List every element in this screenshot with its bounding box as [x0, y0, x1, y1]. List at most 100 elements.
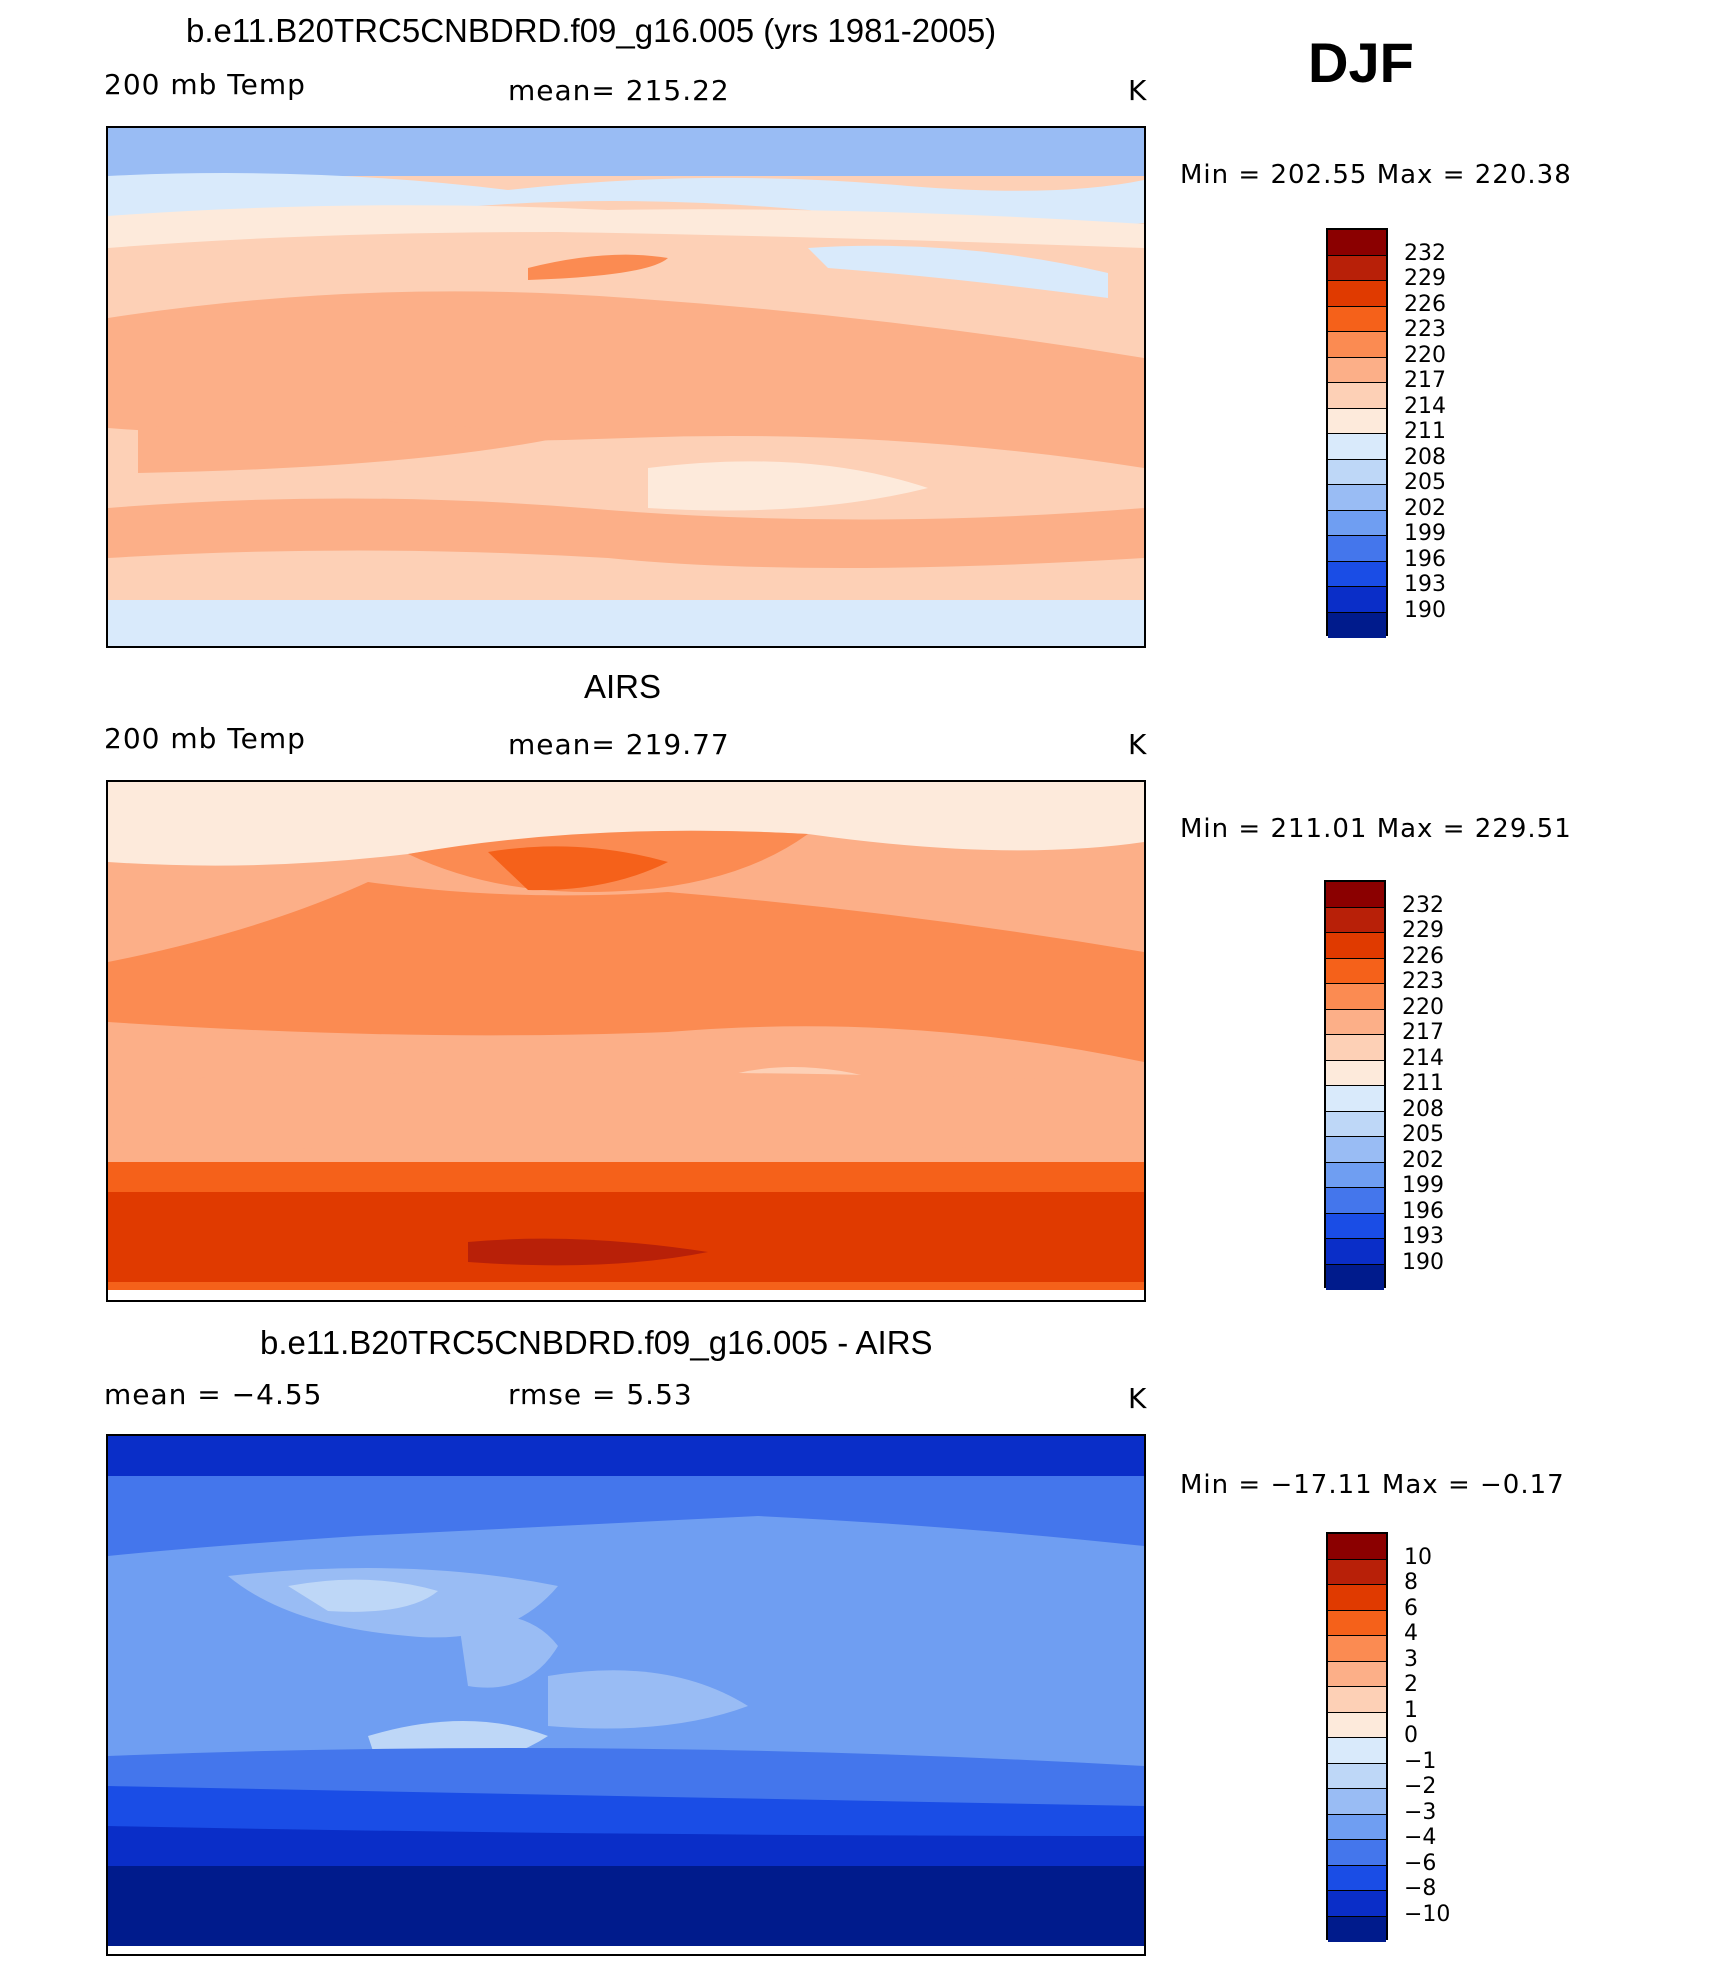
colorbar-swatch [1326, 1213, 1384, 1239]
colorbar-swatch [1326, 1035, 1384, 1061]
colorbar-tick-label: 217 [1402, 1020, 1444, 1045]
season-label: DJF [1308, 31, 1414, 94]
colorbar-tick-label: 211 [1402, 1071, 1444, 1096]
colorbar-swatch [1326, 958, 1384, 984]
panel-1-colorbar-boxes [1326, 228, 1388, 638]
colorbar-tick-label: 205 [1402, 1122, 1444, 1147]
colorbar-swatch [1328, 1661, 1386, 1687]
colorbar-tick-label: 223 [1402, 969, 1444, 994]
colorbar-tick-label: 220 [1404, 342, 1446, 368]
colorbar-tick-label: 199 [1404, 521, 1446, 546]
colorbar-swatch [1326, 1060, 1384, 1086]
colorbar-swatch [1328, 1610, 1386, 1636]
colorbar-swatch [1328, 1814, 1386, 1840]
colorbar-tick-label: 6 [1404, 1595, 1418, 1621]
colorbar-tick-label: 229 [1404, 266, 1446, 291]
panel-2-minmax: Min = 211.01 Max = 229.51 [1180, 814, 1572, 844]
colorbar-swatch [1328, 357, 1386, 383]
colorbar-tick-label: 196 [1404, 546, 1446, 572]
colorbar-tick-label: 202 [1404, 495, 1446, 521]
colorbar-swatch [1328, 510, 1386, 536]
panel-3-mean-label: mean = −4.55 [104, 1378, 323, 1411]
panel-3-rmse-label: rmse = 5.53 [508, 1378, 693, 1411]
colorbar-tick-label: 8 [1404, 1570, 1418, 1595]
colorbar-tick-label: 232 [1402, 892, 1444, 918]
colorbar-swatch [1326, 1137, 1384, 1163]
colorbar-tick-label: 1 [1404, 1697, 1418, 1723]
colorbar-swatch [1328, 1738, 1386, 1764]
colorbar-tick-label: −3 [1404, 1799, 1437, 1825]
colorbar-tick-label: 223 [1404, 317, 1446, 342]
colorbar-swatch [1326, 1239, 1384, 1265]
panel-3-map-fields [108, 1436, 1144, 1954]
colorbar-swatch [1326, 1264, 1384, 1290]
colorbar-tick-label: −8 [1404, 1876, 1437, 1901]
colorbar-swatch [1328, 306, 1386, 332]
colorbar-swatch [1328, 383, 1386, 409]
colorbar-swatch [1328, 255, 1386, 281]
colorbar-tick-label: 205 [1404, 470, 1446, 495]
colorbar-swatch [1326, 984, 1384, 1010]
panel-2-title: AIRS [584, 668, 662, 705]
colorbar-tick-label: 4 [1404, 1621, 1418, 1646]
colorbar-swatch [1326, 907, 1384, 933]
colorbar-swatch [1326, 1009, 1384, 1035]
colorbar-tick-label: 190 [1402, 1249, 1444, 1275]
colorbar-swatch [1326, 882, 1384, 908]
colorbar-tick-label: 0 [1404, 1723, 1418, 1748]
colorbar-tick-label: 211 [1404, 419, 1446, 444]
colorbar-tick-label: 196 [1402, 1198, 1444, 1224]
panel-2-map [106, 780, 1146, 1302]
colorbar-tick-label: 214 [1404, 393, 1446, 419]
panel-2-mean-label: mean= 219.77 [508, 728, 730, 761]
colorbar-swatch [1326, 1188, 1384, 1214]
colorbar-swatch [1328, 1687, 1386, 1713]
colorbar-tick-label: 208 [1404, 444, 1446, 470]
colorbar-swatch [1328, 485, 1386, 511]
colorbar-tick-label: −4 [1404, 1825, 1437, 1850]
panel-1-map-fields [108, 128, 1144, 646]
panel-2-map-fields [108, 782, 1144, 1300]
panel-3-colorbar-boxes [1326, 1532, 1388, 1942]
colorbar-swatch [1326, 1086, 1384, 1112]
colorbar-swatch [1328, 230, 1386, 256]
colorbar-tick-label: 193 [1404, 572, 1446, 597]
panel-1-mean-label: mean= 215.22 [508, 74, 730, 107]
panel-3-title: b.e11.B20TRC5CNBDRD.f09_g16.005 - AIRS [260, 1324, 933, 1361]
colorbar-swatch [1328, 587, 1386, 613]
colorbar-swatch [1328, 459, 1386, 485]
colorbar-swatch [1328, 1559, 1386, 1585]
colorbar-tick-label: −6 [1404, 1850, 1437, 1876]
colorbar-tick-label: 3 [1404, 1646, 1418, 1672]
panel-1-variable-label: 200 mb Temp [104, 68, 306, 101]
colorbar-swatch [1328, 1712, 1386, 1738]
colorbar-swatch [1328, 1534, 1386, 1560]
colorbar-tick-label: 190 [1404, 597, 1446, 623]
colorbar-tick-label: 199 [1402, 1173, 1444, 1198]
colorbar-swatch [1328, 281, 1386, 307]
panel-3-map [106, 1434, 1146, 1956]
colorbar-tick-label: 2 [1404, 1672, 1418, 1697]
colorbar-tick-label: −1 [1404, 1748, 1437, 1774]
colorbar-swatch [1328, 1636, 1386, 1662]
colorbar-swatch [1328, 1789, 1386, 1815]
panel-3-minmax: Min = −17.11 Max = −0.17 [1180, 1470, 1565, 1500]
colorbar-tick-label: −10 [1404, 1901, 1451, 1927]
colorbar-swatch [1328, 1916, 1386, 1942]
colorbar-tick-label: 193 [1402, 1224, 1444, 1249]
colorbar-swatch [1328, 434, 1386, 460]
colorbar-swatch [1328, 1840, 1386, 1866]
colorbar-swatch [1326, 1162, 1384, 1188]
panel-1-title: b.e11.B20TRC5CNBDRD.f09_g16.005 (yrs 198… [186, 12, 997, 49]
panel-2-variable-label: 200 mb Temp [104, 722, 306, 755]
colorbar-swatch [1328, 1865, 1386, 1891]
panel-3-colorbar: 10 8 6 4 3 2 1 0 −1 −2 −3 −4 −6 −8 −10 [1326, 1532, 1486, 1942]
colorbar-swatch [1326, 1111, 1384, 1137]
panel-1-units-label: K [1128, 74, 1148, 107]
colorbar-swatch [1326, 933, 1384, 959]
panel-1-map [106, 126, 1146, 648]
colorbar-tick-label: 220 [1402, 994, 1444, 1020]
colorbar-swatch [1328, 408, 1386, 434]
colorbar-tick-label: 10 [1404, 1544, 1432, 1570]
colorbar-tick-label: 232 [1404, 240, 1446, 266]
